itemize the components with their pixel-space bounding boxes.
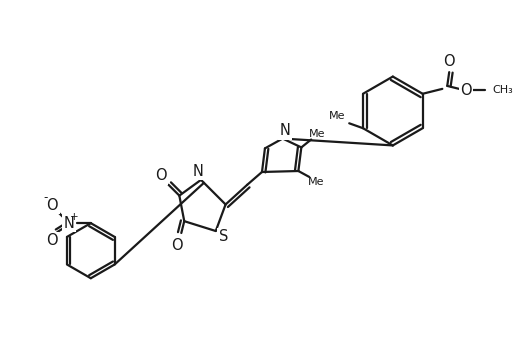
Text: Me: Me: [309, 129, 325, 139]
Text: CH₃: CH₃: [492, 85, 513, 95]
Text: O: O: [46, 198, 58, 213]
Text: O: O: [155, 168, 167, 184]
Text: Me: Me: [308, 177, 324, 187]
Text: N: N: [193, 164, 204, 178]
Text: +: +: [70, 212, 78, 222]
Text: O: O: [443, 54, 455, 69]
Text: S: S: [219, 229, 228, 245]
Text: O: O: [45, 233, 57, 248]
Text: Me: Me: [329, 111, 346, 121]
Text: N: N: [279, 123, 290, 138]
Text: O: O: [460, 83, 472, 98]
Text: N: N: [64, 216, 75, 230]
Text: -: -: [43, 191, 48, 204]
Text: O: O: [172, 238, 183, 253]
